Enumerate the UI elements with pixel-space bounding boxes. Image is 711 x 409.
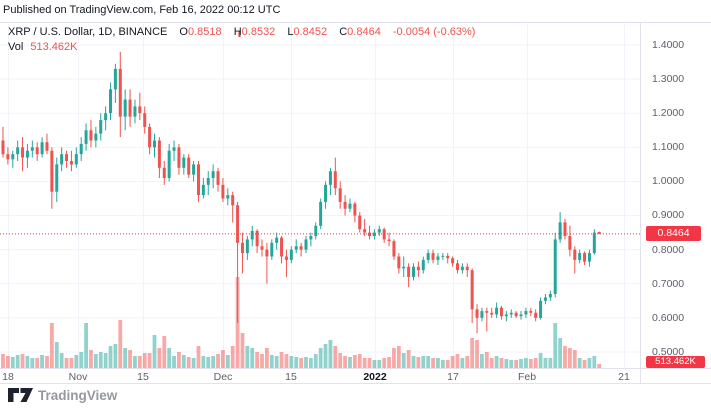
volume-value-badge: 513.462K: [646, 356, 705, 368]
price-tick: 0.7000: [652, 278, 685, 290]
price-tick: 0.9000: [652, 209, 685, 221]
time-tick: Feb: [517, 371, 537, 383]
price-tick: 1.1000: [652, 141, 685, 153]
symbol-legend: XRP / U.S. Dollar, 1D, BINANCE O0.8518 H…: [8, 26, 475, 38]
tradingview-logo-link[interactable]: TradingView: [8, 388, 117, 403]
time-tick: 17: [447, 371, 459, 383]
tradingview-logo-text: TradingView: [38, 388, 118, 403]
price-tick: 1.3000: [652, 73, 685, 85]
chart-pane[interactable]: [0, 22, 640, 368]
price-tick: 1.0000: [652, 175, 685, 187]
time-tick: Dec: [213, 371, 233, 383]
time-tick: Nov: [68, 371, 88, 383]
time-tick: 15: [137, 371, 149, 383]
volume-label: Vol: [8, 41, 24, 53]
ohlc-low: L0.8452: [287, 26, 328, 38]
tradingview-icon: [8, 388, 33, 402]
time-tick: 18: [2, 371, 14, 383]
ohlc-close: C0.8464: [339, 26, 381, 38]
ohlc-high: H0.8532: [233, 26, 276, 38]
time-tick: 15: [285, 371, 297, 383]
price-tick: 1.4000: [652, 39, 685, 51]
time-tick-year: 2022: [363, 371, 387, 383]
ohlc-open: O0.8518: [179, 26, 222, 38]
price-tick: 1.2000: [652, 107, 685, 119]
price-tick: 0.8000: [652, 244, 685, 256]
price-tick: 0.6000: [652, 312, 685, 324]
volume-value: 513.462K: [30, 41, 78, 53]
current-price-badge: 0.8464: [646, 226, 701, 241]
volume-legend: Vol 513.462K: [8, 41, 77, 53]
change-value: -0.0054 (-0.63%): [392, 26, 476, 38]
published-bar: Published on TradingView.com, Feb 16, 20…: [3, 4, 281, 16]
price-tick: 0.5000: [652, 346, 685, 358]
time-tick: 21: [618, 371, 630, 383]
symbol-title: XRP / U.S. Dollar, 1D, BINANCE: [8, 26, 168, 38]
